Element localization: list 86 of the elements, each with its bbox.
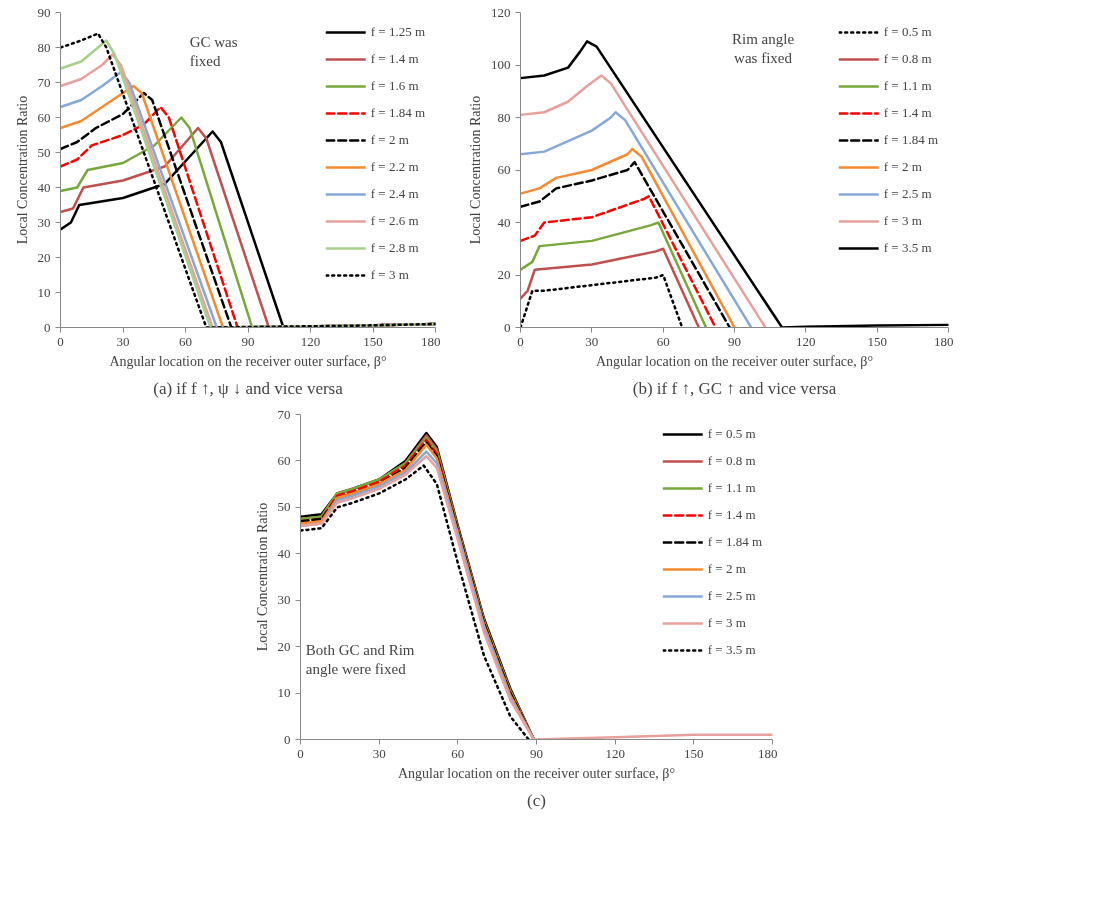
x-tick-label: 180: [758, 745, 778, 761]
legend-label: f = 0.8 m: [707, 453, 756, 469]
annotation: GC was fixed: [189, 33, 238, 69]
legend-label: f = 0.5 m: [883, 24, 932, 40]
y-tick-label: 60: [37, 109, 51, 125]
legend-label: f = 2 m: [883, 159, 922, 175]
x-axis-title: Angular location on the receiver outer surface, β°: [109, 353, 387, 369]
x-tick-label: 180: [934, 333, 954, 349]
y-tick-label: 20: [497, 267, 511, 282]
text: (b) if f ↑, GC ↑ and vice versa: [632, 378, 837, 398]
y-tick-label: 100: [491, 57, 511, 72]
legend-label: f = 1.4 m: [707, 507, 756, 523]
legend-label: f = 2.6 m: [370, 213, 419, 229]
y-axis-title: Local Concentration Ratio: [254, 502, 270, 652]
legend-label: f = 3 m: [707, 615, 746, 631]
legend-label: f = 3.5 m: [707, 642, 756, 658]
x-tick-label: 90: [530, 745, 543, 761]
y-tick-label: 70: [37, 74, 51, 90]
x-tick-label: 120: [605, 745, 625, 761]
x-tick-label: 30: [585, 333, 599, 349]
legend-label: f = 2.5 m: [707, 588, 756, 604]
y-tick-label: 30: [37, 214, 51, 230]
legend-label: f = 3.5 m: [883, 240, 932, 256]
legend-label: f = 2.4 m: [370, 186, 419, 202]
x-tick-label: 120: [300, 333, 321, 349]
annotation: Rim angle was fixed: [732, 30, 795, 67]
y-tick-label: 10: [37, 284, 51, 300]
x-tick-label: 90: [241, 333, 255, 349]
y-tick-label: 0: [504, 319, 511, 335]
x-tick-label: 120: [796, 333, 816, 349]
legend-label: f = 2.2 m: [370, 159, 419, 175]
text: (a) if f ↑, ψ ↓ and vice versa: [153, 378, 344, 398]
x-axis-title: Angular location on the receiver outer surface, β°: [595, 353, 874, 369]
x-tick-label: 150: [684, 745, 704, 761]
y-axis-title: Local Concentration Ratio: [14, 95, 30, 245]
y-tick-label: 20: [37, 249, 51, 265]
annotation: Both GC and Rim angle were fixed: [305, 642, 415, 678]
y-tick-label: 80: [497, 109, 511, 125]
legend-label: f = 1.1 m: [707, 480, 756, 496]
legend-label: f = 1.84 m: [883, 132, 938, 148]
x-tick-label: 0: [517, 333, 524, 349]
y-tick-label: 50: [37, 144, 51, 160]
x-tick-label: 0: [57, 333, 64, 349]
y-tick-label: 60: [497, 162, 511, 177]
y-tick-label: 30: [277, 592, 291, 608]
legend-label: f = 3 m: [883, 213, 922, 229]
x-tick-label: 30: [372, 745, 386, 761]
x-tick-label: 0: [297, 745, 304, 761]
legend-label: f = 1.25 m: [370, 24, 425, 40]
y-tick-label: 0: [44, 319, 51, 335]
y-tick-label: 0: [284, 731, 291, 747]
text: (c): [527, 790, 546, 810]
y-tick-label: 120: [491, 4, 511, 20]
x-tick-label: 180: [421, 333, 441, 349]
legend-label: f = 2.5 m: [883, 186, 932, 202]
x-tick-label: 90: [728, 333, 741, 349]
legend-label: f = 1.4 m: [370, 51, 419, 67]
y-tick-label: 10: [277, 685, 291, 701]
legend-label: f = 2 m: [707, 561, 746, 577]
legend-label: f = 2 m: [370, 132, 409, 148]
x-tick-label: 150: [867, 333, 887, 349]
y-tick-label: 50: [277, 499, 291, 515]
legend-label: f = 1.84 m: [707, 534, 762, 550]
y-tick-label: 40: [37, 179, 51, 195]
legend-label: f = 3 m: [370, 267, 409, 283]
x-tick-label: 60: [656, 333, 670, 349]
legend-label: f = 0.8 m: [883, 51, 932, 67]
legend-label: f = 2.8 m: [370, 240, 419, 256]
y-axis-title: Local Concentration Ratio: [468, 95, 483, 245]
x-tick-label: 60: [451, 745, 465, 761]
legend-label: f = 1.1 m: [883, 78, 932, 94]
x-tick-label: 60: [179, 333, 192, 349]
y-tick-label: 40: [497, 214, 511, 230]
x-axis-title: Angular location on the receiver outer surface, β°: [397, 765, 676, 781]
x-tick-label: 150: [363, 333, 383, 349]
legend-label: f = 1.4 m: [883, 105, 932, 121]
y-tick-label: 70: [277, 406, 291, 422]
x-tick-label: 30: [116, 333, 130, 349]
legend-label: f = 1.84 m: [370, 105, 425, 121]
y-tick-label: 80: [37, 39, 51, 55]
legend-label: f = 1.6 m: [370, 78, 419, 94]
y-tick-label: 60: [277, 452, 291, 468]
y-tick-label: 90: [37, 4, 51, 20]
y-tick-label: 40: [277, 545, 291, 561]
legend-label: f = 0.5 m: [707, 426, 756, 442]
y-tick-label: 20: [277, 638, 291, 654]
